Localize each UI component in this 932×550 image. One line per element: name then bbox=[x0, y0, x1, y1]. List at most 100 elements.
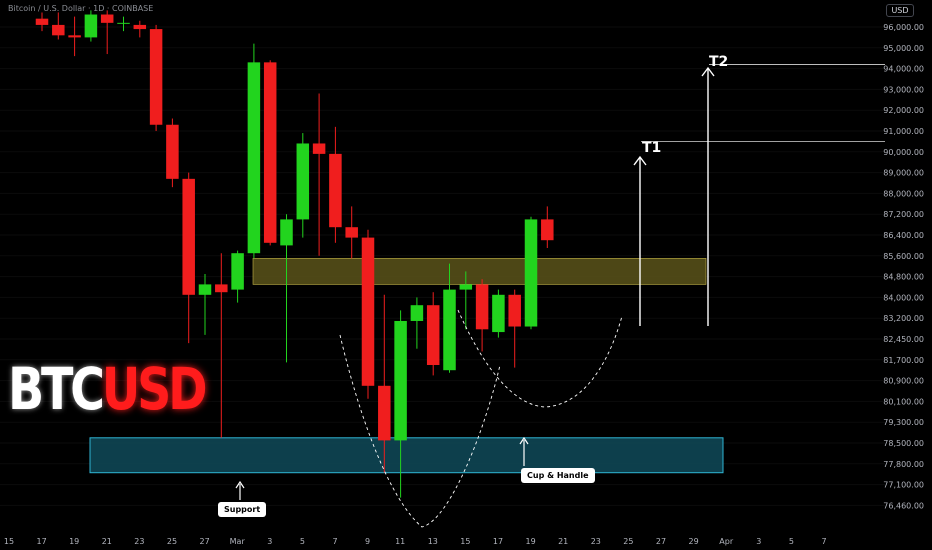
time-tick-label: 11 bbox=[395, 537, 405, 546]
candle-body bbox=[361, 237, 375, 386]
handle-curve bbox=[457, 309, 623, 408]
candle-body bbox=[166, 124, 179, 179]
time-tick-label: 19 bbox=[526, 537, 536, 546]
target-1-label: T1 bbox=[642, 140, 662, 156]
time-tick-label: 7 bbox=[332, 537, 337, 546]
candle-body bbox=[378, 385, 391, 441]
price-tick-label: 83,200.00 bbox=[883, 314, 924, 323]
price-tick-label: 90,000.00 bbox=[883, 148, 924, 157]
candle-body bbox=[426, 305, 440, 365]
target-2-label: T2 bbox=[709, 54, 729, 70]
price-tick-label: 93,000.00 bbox=[883, 85, 924, 94]
time-tick-label: 5 bbox=[300, 537, 305, 546]
time-tick-label: 21 bbox=[558, 537, 568, 546]
time-tick-label: 25 bbox=[623, 537, 633, 546]
candle-body bbox=[459, 284, 473, 290]
time-tick-label: 21 bbox=[102, 537, 112, 546]
time-tick-label: Apr bbox=[719, 537, 734, 546]
candle-body bbox=[52, 24, 65, 36]
watermark-usd: USD bbox=[101, 355, 208, 423]
time-tick-label: 3 bbox=[756, 537, 761, 546]
candle-body bbox=[68, 35, 81, 38]
price-tick-label: 84,800.00 bbox=[883, 273, 924, 282]
support-zone bbox=[89, 437, 724, 474]
price-tick-label: 89,000.00 bbox=[883, 169, 924, 178]
candle-body bbox=[215, 284, 228, 293]
time-tick-label: 23 bbox=[591, 537, 601, 546]
time-tick-label: 27 bbox=[656, 537, 666, 546]
price-tick-label: 77,100.00 bbox=[883, 481, 924, 490]
time-tick-label: 7 bbox=[821, 537, 826, 546]
candles bbox=[35, 10, 554, 498]
price-tick-label: 91,000.00 bbox=[883, 127, 924, 136]
candle-body bbox=[541, 219, 554, 241]
price-tick-label: 86,400.00 bbox=[883, 231, 924, 240]
price-tick-label: 87,200.00 bbox=[883, 210, 924, 219]
candle-body bbox=[394, 320, 407, 441]
price-tick-label: 78,500.00 bbox=[883, 439, 924, 448]
candle-body bbox=[247, 62, 261, 254]
candle-body bbox=[410, 305, 424, 321]
price-zones bbox=[89, 258, 724, 474]
time-tick-label: 19 bbox=[69, 537, 79, 546]
price-tick-label: 81,700.00 bbox=[883, 356, 924, 365]
time-tick-label: 23 bbox=[134, 537, 144, 546]
candle-body bbox=[296, 143, 310, 220]
candle-body bbox=[524, 219, 538, 327]
price-tick-label: 92,000.00 bbox=[883, 106, 924, 115]
candle-body bbox=[329, 153, 342, 228]
time-axis: 15 17 19 21 23 25 27 Mar 3 5 7 9 11 13 15 17 19 21 23 25 27 2… bbox=[4, 537, 827, 546]
time-tick-label: 27 bbox=[200, 537, 210, 546]
candle-body bbox=[133, 24, 147, 30]
candle-body bbox=[149, 29, 163, 125]
target-1-arrow-head bbox=[633, 155, 647, 166]
price-tick-label: 95,000.00 bbox=[883, 44, 924, 53]
price-tick-label: 88,000.00 bbox=[883, 189, 924, 198]
price-axis: 96,000.00 95,000.00 94,000.00 93,000.00 92,0… bbox=[883, 0, 932, 550]
currency-button[interactable]: USD bbox=[886, 4, 914, 17]
btcusd-watermark: BTCUSD bbox=[8, 360, 208, 418]
candle-body bbox=[443, 289, 456, 371]
price-tick-label: 85,600.00 bbox=[883, 252, 924, 261]
candle-body bbox=[312, 143, 326, 154]
candle-body bbox=[475, 284, 489, 330]
price-tick-label: 82,450.00 bbox=[883, 335, 924, 344]
price-tick-label: 77,800.00 bbox=[883, 460, 924, 469]
candle-body bbox=[280, 219, 293, 246]
candle-body bbox=[100, 14, 114, 23]
candle-body bbox=[508, 294, 521, 327]
candle-body bbox=[345, 227, 358, 238]
symbol-header[interactable]: Bitcoin / U.S. Dollar · 1D · COINBASE bbox=[8, 4, 154, 13]
time-tick-label: 5 bbox=[789, 537, 794, 546]
candle-body bbox=[263, 62, 277, 243]
price-tick-label: 84,000.00 bbox=[883, 293, 924, 302]
price-tick-label: 79,300.00 bbox=[883, 418, 924, 427]
target-2-arrow-head bbox=[701, 66, 715, 77]
cup-curve bbox=[339, 334, 501, 528]
cup-handle-label: Cup & Handle bbox=[521, 468, 595, 483]
support-arrow-head bbox=[235, 480, 245, 489]
time-tick-label: 3 bbox=[267, 537, 272, 546]
time-tick-label: 17 bbox=[37, 537, 47, 546]
time-tick-label: 15 bbox=[460, 537, 470, 546]
price-tick-label: 80,100.00 bbox=[883, 397, 924, 406]
price-tick-label: 80,900.00 bbox=[883, 377, 924, 386]
time-tick-label: 15 bbox=[4, 537, 14, 546]
resistance-zone bbox=[252, 258, 707, 285]
candle-body bbox=[492, 294, 505, 333]
time-tick-label: 9 bbox=[365, 537, 370, 546]
price-tick-label: 76,460.00 bbox=[883, 501, 924, 510]
candle-body bbox=[84, 14, 98, 38]
support-label: Support bbox=[218, 502, 267, 517]
time-tick-label: Mar bbox=[230, 537, 246, 546]
candle-body bbox=[231, 253, 244, 290]
pattern-arrow-head bbox=[519, 436, 529, 445]
time-tick-label: 29 bbox=[689, 537, 699, 546]
price-tick-label: 96,000.00 bbox=[883, 23, 924, 32]
candle-body bbox=[35, 18, 49, 25]
price-tick-label: 94,000.00 bbox=[883, 65, 924, 74]
watermark-btc: BTC bbox=[8, 355, 105, 423]
time-tick-label: 25 bbox=[167, 537, 177, 546]
candle-body bbox=[117, 22, 130, 24]
